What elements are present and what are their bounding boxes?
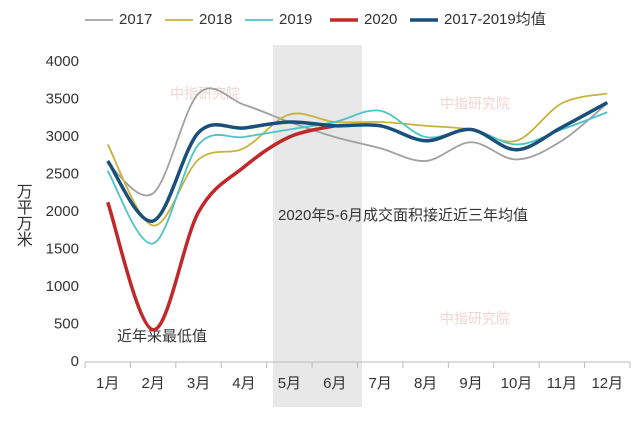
- series-line: [106, 124, 336, 332]
- y-tick-label: 3000: [46, 128, 79, 145]
- y-tick-label: 0: [71, 353, 79, 370]
- y-tick-label: 3500: [46, 90, 79, 107]
- x-tick-label: 3月: [187, 375, 210, 392]
- y-tick-label: 1000: [46, 278, 79, 295]
- x-tick-label: 1月: [96, 375, 119, 392]
- y-tick-label: 4000: [46, 53, 79, 70]
- legend-label: 2018: [199, 11, 232, 28]
- highlight-band: [273, 45, 362, 407]
- x-tick-label: 2月: [141, 375, 164, 392]
- annotation: 近年来最低值: [117, 328, 207, 345]
- annotation: 2020年5-6月成交面积接近近三年均值: [278, 206, 528, 224]
- legend-label: 2017: [119, 11, 152, 28]
- x-tick-label: 12月: [591, 375, 623, 392]
- series-line: [107, 87, 608, 197]
- y-tick-label: 500: [54, 315, 79, 332]
- y-tick-label: 2000: [46, 203, 79, 220]
- legend-label: 2020: [364, 11, 397, 28]
- y-axis-label: 万平万米: [14, 183, 33, 247]
- x-tick-label: 11月: [547, 375, 578, 392]
- x-tick-label: 4月: [232, 375, 255, 392]
- legend-label: 2019: [279, 11, 312, 28]
- series-line: [106, 109, 608, 245]
- series-line: [106, 100, 609, 223]
- watermark: 中指研究院: [440, 311, 510, 327]
- series-line: [106, 92, 608, 227]
- legend-label: 2017-2019均值: [444, 11, 546, 28]
- x-tick-label: 7月: [369, 375, 392, 392]
- y-tick-label: 2500: [46, 165, 79, 182]
- x-tick-label: 10月: [501, 375, 533, 392]
- watermark: 中指研究院: [170, 86, 240, 102]
- y-tick-label: 1500: [46, 240, 79, 257]
- x-tick-label: 6月: [323, 375, 346, 392]
- x-tick-label: 9月: [459, 375, 482, 392]
- x-tick-label: 8月: [414, 375, 437, 392]
- watermark: 中指研究院: [440, 96, 510, 112]
- x-tick-label: 5月: [278, 375, 301, 392]
